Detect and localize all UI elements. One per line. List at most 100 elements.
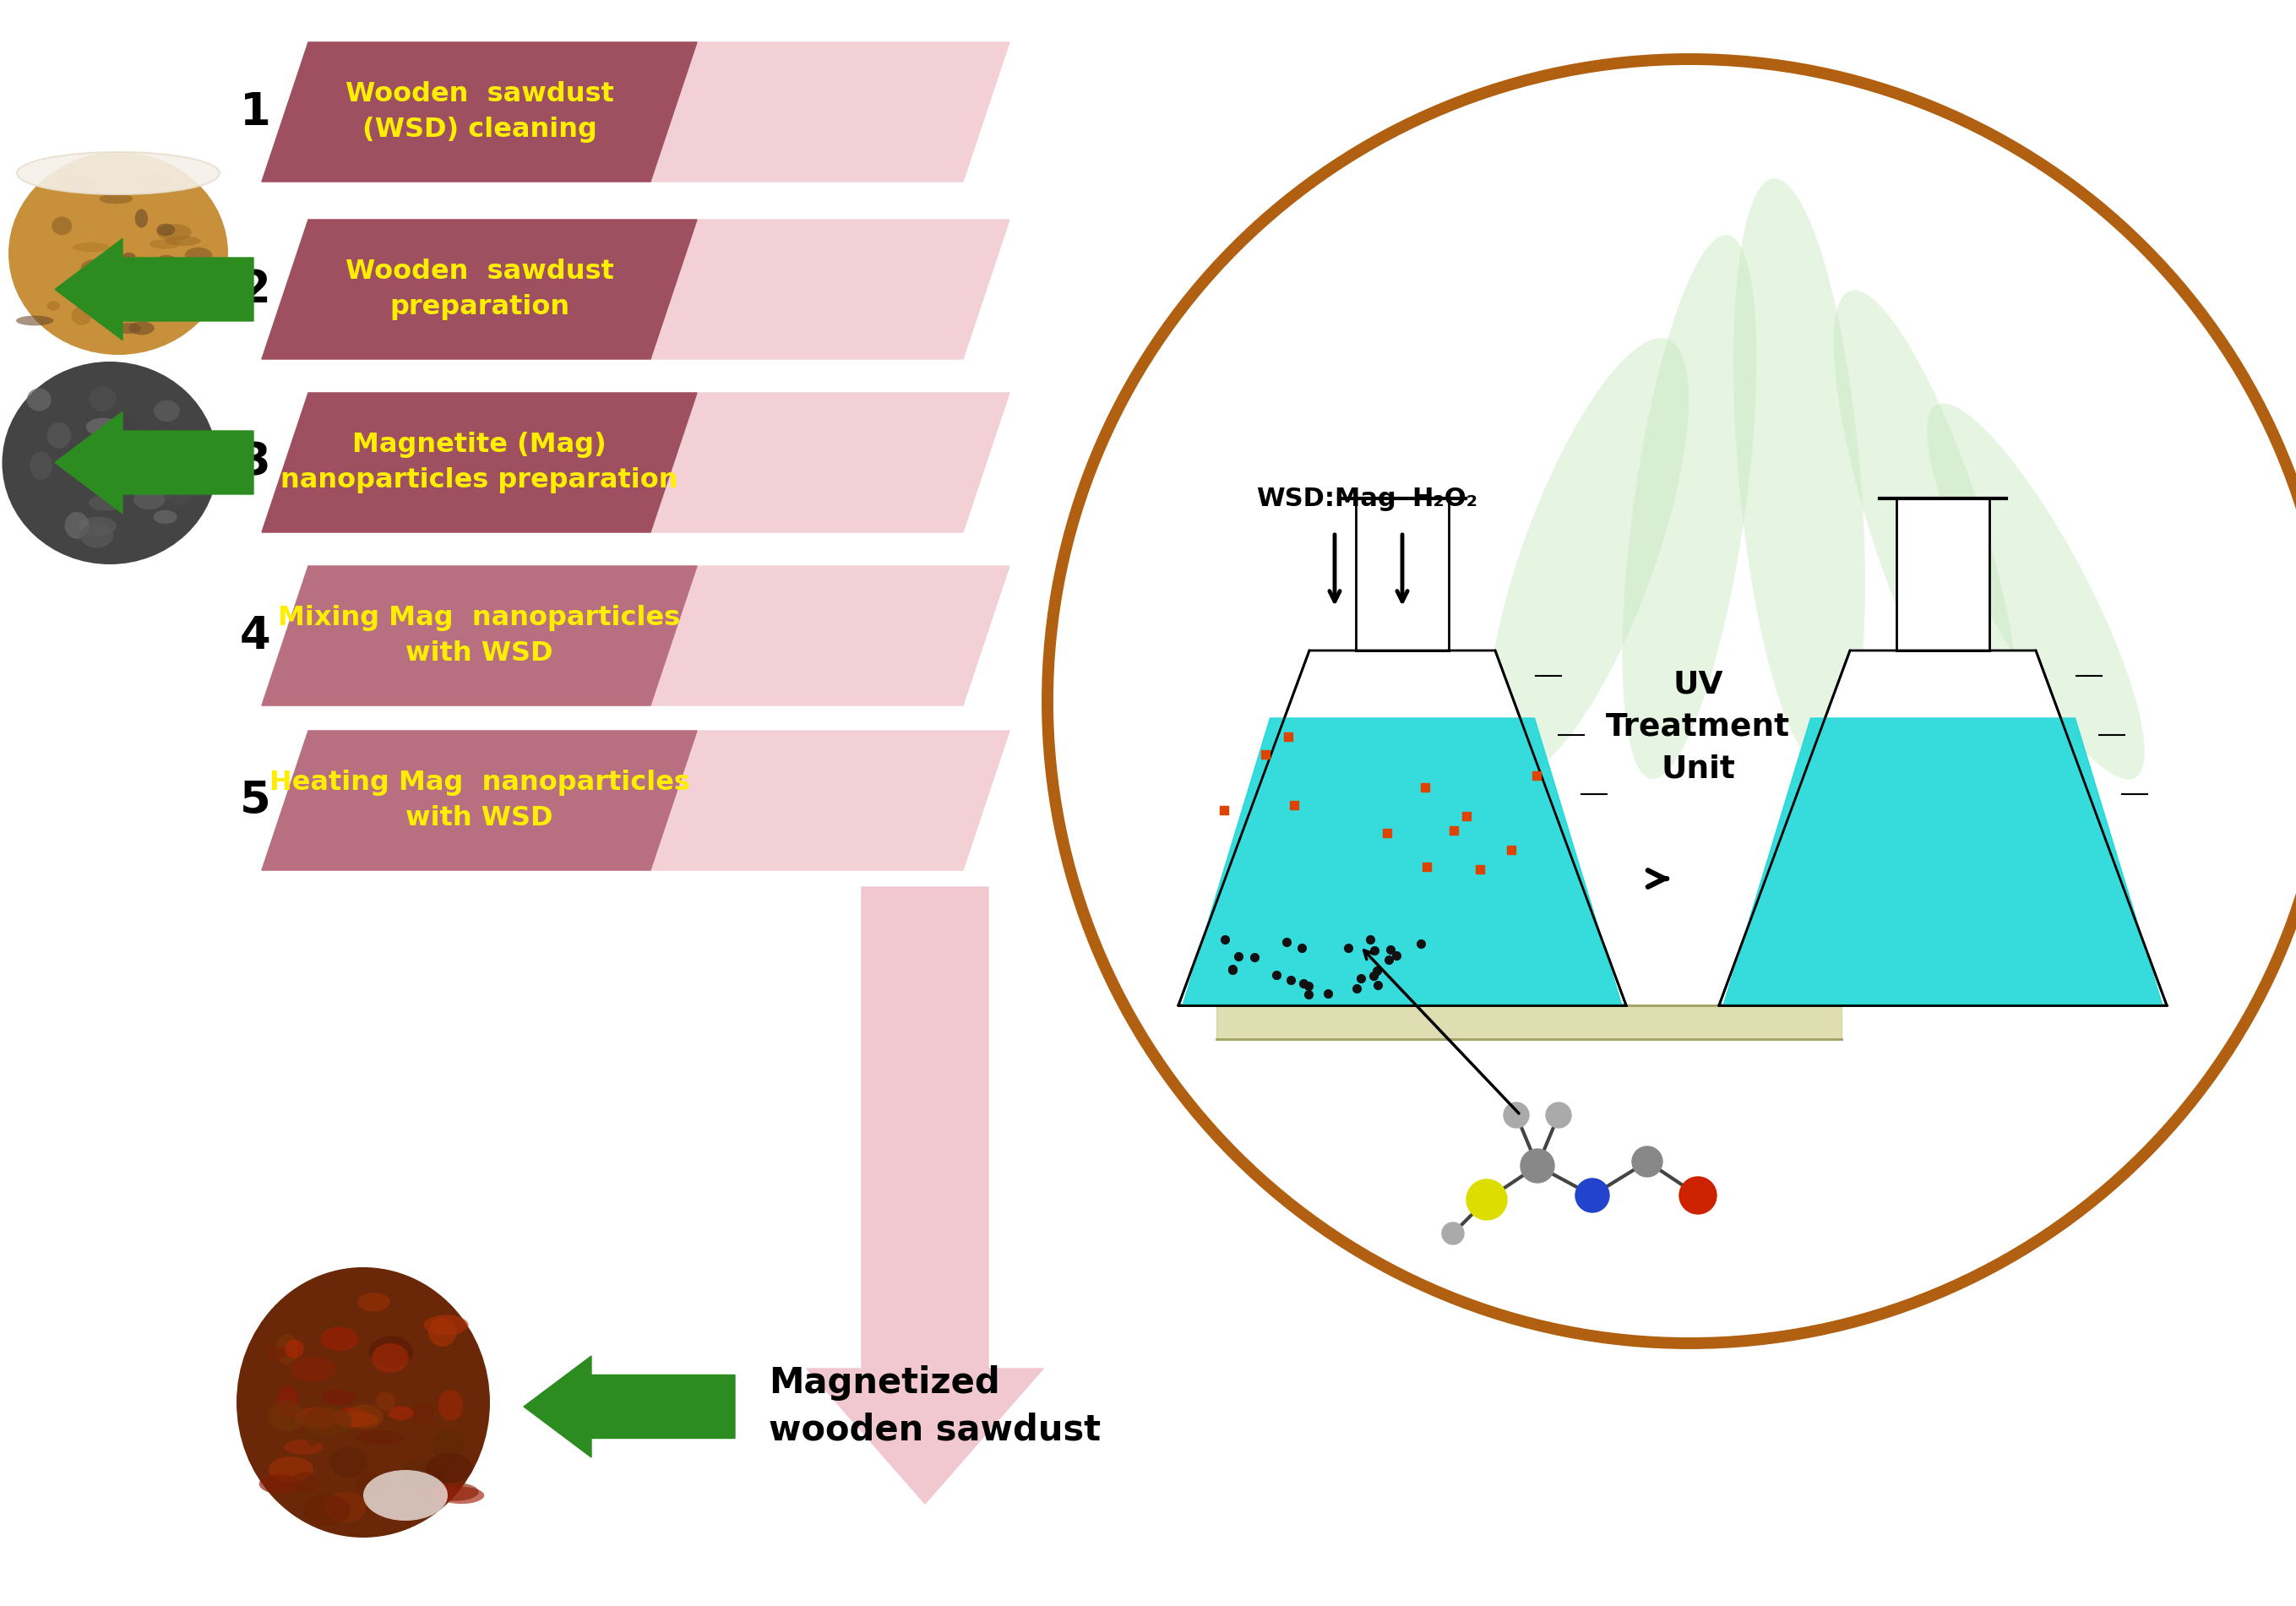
FancyArrow shape (523, 1355, 735, 1457)
Ellipse shape (356, 1473, 390, 1495)
Ellipse shape (133, 490, 165, 509)
Text: 1: 1 (239, 90, 271, 133)
Circle shape (1504, 1102, 1529, 1127)
Polygon shape (262, 731, 698, 870)
Ellipse shape (124, 268, 142, 287)
Ellipse shape (429, 1319, 457, 1346)
Ellipse shape (90, 385, 117, 411)
Polygon shape (1182, 718, 1621, 1005)
Ellipse shape (303, 1494, 351, 1526)
Ellipse shape (236, 1267, 489, 1537)
Ellipse shape (439, 1389, 464, 1421)
Ellipse shape (135, 209, 147, 228)
Ellipse shape (156, 255, 177, 268)
Ellipse shape (129, 321, 154, 336)
Ellipse shape (406, 1404, 434, 1425)
Ellipse shape (73, 243, 110, 252)
Polygon shape (1217, 1005, 1841, 1039)
Ellipse shape (356, 1431, 404, 1445)
Text: WSD:Mag: WSD:Mag (1256, 487, 1396, 511)
Ellipse shape (377, 1392, 395, 1410)
Ellipse shape (358, 1293, 390, 1312)
Ellipse shape (269, 1457, 312, 1482)
Ellipse shape (90, 495, 124, 511)
Text: Heating Mag  nanoparticles
with WSD: Heating Mag nanoparticles with WSD (269, 769, 689, 832)
Ellipse shape (80, 259, 110, 276)
Ellipse shape (427, 1453, 473, 1482)
Ellipse shape (259, 1474, 301, 1494)
Text: 3: 3 (239, 440, 271, 485)
Ellipse shape (188, 287, 214, 305)
Ellipse shape (64, 512, 90, 538)
Polygon shape (262, 42, 698, 181)
Ellipse shape (278, 1386, 298, 1418)
Polygon shape (262, 731, 1010, 870)
Ellipse shape (333, 1407, 370, 1428)
Ellipse shape (184, 302, 204, 312)
Ellipse shape (158, 262, 172, 278)
Ellipse shape (321, 1327, 358, 1351)
Text: Magnetite (Mag)
nanoparticles preparation: Magnetite (Mag) nanoparticles preparatio… (280, 432, 677, 493)
Ellipse shape (294, 1407, 342, 1428)
Ellipse shape (285, 1439, 324, 1455)
Ellipse shape (170, 307, 184, 316)
Text: Magnetized
wooden sawdust: Magnetized wooden sawdust (769, 1365, 1100, 1447)
Ellipse shape (186, 247, 211, 263)
Ellipse shape (1488, 339, 1690, 777)
Ellipse shape (165, 236, 200, 246)
Polygon shape (262, 42, 1010, 181)
FancyArrow shape (55, 239, 253, 340)
Ellipse shape (310, 1407, 331, 1436)
Ellipse shape (388, 1405, 413, 1420)
Ellipse shape (154, 511, 177, 524)
Ellipse shape (1733, 178, 1864, 768)
Ellipse shape (266, 1346, 287, 1360)
FancyArrow shape (806, 887, 1042, 1503)
Ellipse shape (413, 1469, 448, 1498)
Ellipse shape (119, 463, 135, 485)
Ellipse shape (46, 422, 71, 448)
Circle shape (1520, 1148, 1554, 1182)
Ellipse shape (103, 279, 122, 296)
Ellipse shape (131, 308, 149, 320)
Circle shape (1575, 1179, 1609, 1213)
Polygon shape (262, 220, 698, 360)
Ellipse shape (269, 1400, 305, 1431)
Ellipse shape (425, 1315, 468, 1335)
Ellipse shape (53, 217, 71, 234)
Ellipse shape (154, 400, 179, 422)
Ellipse shape (156, 223, 174, 236)
Ellipse shape (1835, 291, 2018, 758)
Ellipse shape (188, 279, 204, 297)
Ellipse shape (62, 175, 96, 191)
Ellipse shape (9, 153, 227, 355)
Circle shape (1545, 1102, 1570, 1127)
Ellipse shape (326, 1492, 365, 1522)
Ellipse shape (78, 517, 117, 535)
Ellipse shape (16, 153, 220, 194)
Ellipse shape (363, 1469, 448, 1521)
Ellipse shape (152, 483, 172, 501)
Ellipse shape (92, 410, 126, 435)
FancyArrow shape (55, 411, 253, 514)
Polygon shape (262, 565, 698, 705)
Ellipse shape (46, 379, 64, 397)
Polygon shape (1896, 498, 1988, 650)
Text: 4: 4 (239, 613, 271, 658)
Ellipse shape (28, 389, 51, 411)
Ellipse shape (16, 316, 53, 326)
Ellipse shape (46, 300, 60, 310)
Ellipse shape (276, 1335, 298, 1365)
Ellipse shape (305, 1418, 321, 1445)
Ellipse shape (292, 1357, 335, 1381)
Polygon shape (1357, 498, 1449, 650)
Ellipse shape (149, 239, 179, 249)
Ellipse shape (85, 418, 119, 435)
Ellipse shape (99, 194, 133, 204)
Text: Mixing Mag  nanoparticles
with WSD: Mixing Mag nanoparticles with WSD (278, 605, 680, 666)
Ellipse shape (138, 263, 156, 279)
Polygon shape (1720, 650, 2167, 1005)
Ellipse shape (1926, 403, 2144, 779)
Ellipse shape (2, 361, 218, 564)
Ellipse shape (115, 323, 140, 334)
